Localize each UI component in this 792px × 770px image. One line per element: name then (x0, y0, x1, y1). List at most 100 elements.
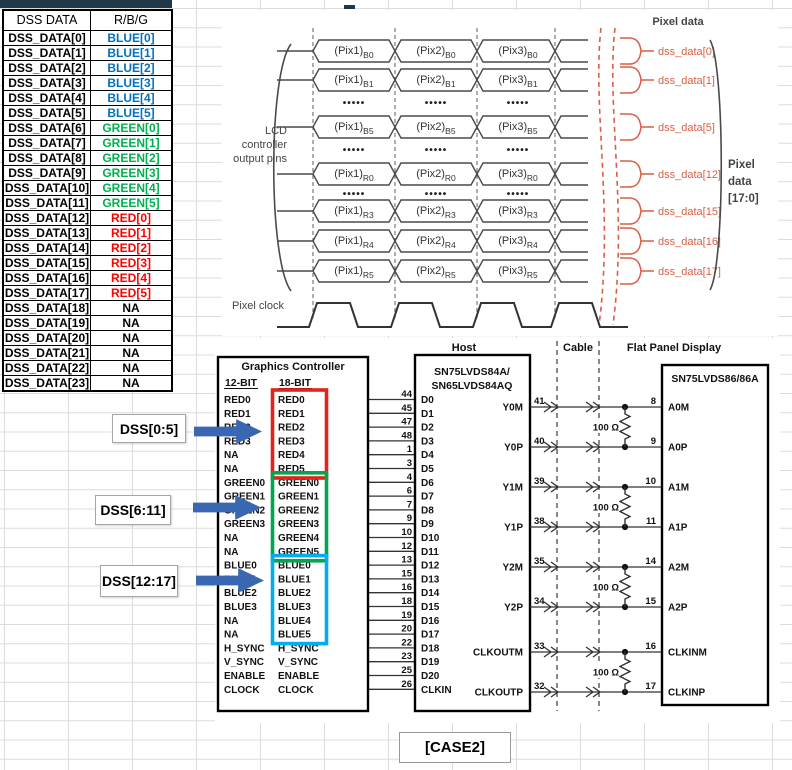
termination-resistor (618, 567, 632, 607)
wire-arrowhead-icon (550, 601, 560, 613)
rgb-map-cell[interactable]: BLUE[2] (90, 60, 173, 76)
rgb-map-cell[interactable]: BLUE[4] (90, 90, 173, 106)
display-input-pin-label: CLKINP (668, 688, 706, 699)
callout-dss-6-11[interactable]: DSS[6:11] (95, 495, 171, 525)
rgb-map-cell[interactable]: BLUE[3] (90, 75, 173, 91)
host-pin-number: 3 (407, 458, 412, 469)
rgb-map-cell[interactable]: NA (90, 345, 173, 361)
rgb-map-cell[interactable]: RED[5] (90, 285, 173, 301)
table-row: DSS_DATA[4] BLUE[4] (2, 90, 173, 106)
wire-arrowhead-icon (543, 441, 553, 453)
host-input-pin-label: D9 (421, 519, 434, 530)
rgb-map-cell[interactable]: BLUE[1] (90, 45, 173, 61)
table-row: DSS_DATA[16] RED[4] (2, 270, 173, 286)
rgb-map-cell[interactable]: GREEN[5] (90, 195, 173, 211)
rgb-map-cell[interactable]: BLUE[0] (90, 30, 173, 46)
dss-signal-cell[interactable]: DSS_DATA[0] (2, 30, 91, 46)
rgb-map-cell[interactable]: GREEN[2] (90, 150, 173, 166)
rgb-map-cell[interactable]: NA (90, 375, 173, 392)
dss-signal-cell[interactable]: DSS_DATA[7] (2, 135, 91, 151)
dss-signal-cell[interactable]: DSS_DATA[19] (2, 315, 91, 331)
callout-dss-0-5[interactable]: DSS[0:5] (112, 414, 186, 443)
dss-signal-cell[interactable]: DSS_DATA[22] (2, 360, 91, 376)
dss-signal-cell[interactable]: DSS_DATA[12] (2, 210, 91, 226)
dss-signal-cell[interactable]: DSS_DATA[1] (2, 45, 91, 61)
case-label-box[interactable]: [CASE2] (399, 732, 511, 763)
gc-18bit-pin-label: BLUE5 (278, 630, 311, 641)
dss-signal-cell[interactable]: DSS_DATA[2] (2, 60, 91, 76)
gc-18bit-pin-label: RED5 (278, 464, 305, 475)
dss-signal-cell[interactable]: DSS_DATA[4] (2, 90, 91, 106)
case-label-text: [CASE2] (424, 739, 485, 756)
rgb-map-cell[interactable]: RED[4] (90, 270, 173, 286)
gc-18bit-pin-label: RED4 (278, 450, 305, 461)
rgb-map-cell[interactable]: GREEN[1] (90, 135, 173, 151)
dss-signal-cell[interactable]: DSS_DATA[8] (2, 150, 91, 166)
rgb-map-cell[interactable]: RED[2] (90, 240, 173, 256)
wire-arrowhead-icon (585, 646, 595, 658)
host-input-pin-label: D16 (421, 616, 440, 627)
dss-signal-cell[interactable]: DSS_DATA[13] (2, 225, 91, 241)
bus-waveform-row: (Pix1)B0 (Pix2)B0 (Pix3)B0 dss_data[0] (277, 37, 715, 65)
dss-mapping-table[interactable]: DSS DATA R/B/G DSS_DATA[0] BLUE[0] DSS_DATA[… (2, 9, 173, 392)
dss-signal-cell[interactable]: DSS_DATA[17] (2, 285, 91, 301)
gc-12bit-pin-label: H_SYNC (224, 643, 265, 654)
dss-bus-bracket (620, 66, 654, 94)
dss-signal-cell[interactable]: DSS_DATA[14] (2, 240, 91, 256)
ellipsis-dots: ••••• (425, 98, 448, 109)
dss-bus-bracket (620, 197, 654, 225)
rgb-map-cell[interactable]: RED[0] (90, 210, 173, 226)
table-header-cell[interactable]: DSS DATA (2, 9, 91, 31)
gc-18bit-pin-label: RED0 (278, 395, 305, 406)
dss-signal-cell[interactable]: DSS_DATA[3] (2, 75, 91, 91)
pixel-data-bus-label: Pixel (728, 159, 755, 171)
dss-signal-cell[interactable]: DSS_DATA[18] (2, 300, 91, 316)
rgb-map-cell[interactable]: RED[3] (90, 255, 173, 271)
rgb-map-cell[interactable]: GREEN[3] (90, 165, 173, 181)
dss-signal-cell[interactable]: DSS_DATA[6] (2, 120, 91, 136)
rgb-map-cell[interactable]: NA (90, 330, 173, 346)
resistor-value-label: 100 Ω (593, 503, 619, 514)
display-chip-title: SN75LVDS86/86A (671, 373, 759, 385)
dss-signal-cell[interactable]: DSS_DATA[11] (2, 195, 91, 211)
gc-18bit-pin-label: RED2 (278, 423, 305, 434)
dss-signal-cell[interactable]: DSS_DATA[23] (2, 375, 91, 392)
host-output-pin-number: 33 (534, 641, 545, 652)
dss-signal-cell[interactable]: DSS_DATA[9] (2, 165, 91, 181)
wire-arrowhead-icon (592, 521, 602, 533)
gc-12bit-pin-label: BLUE2 (224, 588, 257, 599)
host-pin-number: 23 (401, 651, 412, 662)
wire-arrowhead-icon (550, 686, 560, 698)
rgb-map-cell[interactable]: GREEN[4] (90, 180, 173, 196)
rgb-map-cell[interactable]: GREEN[0] (90, 120, 173, 136)
rgb-map-cell[interactable]: BLUE[5] (90, 105, 173, 121)
wire-arrowhead-icon (592, 601, 602, 613)
host-input-pin-label: CLKIN (421, 685, 452, 696)
ellipsis-dots: ••••• (425, 145, 448, 156)
rgb-map-cell[interactable]: NA (90, 360, 173, 376)
dark-cell-fragment (344, 5, 355, 9)
dss-signal-cell[interactable]: DSS_DATA[10] (2, 180, 91, 196)
table-row: DSS_DATA[20] NA (2, 330, 173, 346)
rgb-map-cell[interactable]: RED[1] (90, 225, 173, 241)
host-input-pin-label: D11 (421, 547, 439, 558)
dss-signal-cell[interactable]: DSS_DATA[16] (2, 270, 91, 286)
dss-signal-cell[interactable]: DSS_DATA[5] (2, 105, 91, 121)
display-input-pin-label: CLKINM (668, 648, 707, 659)
dss-signal-cell[interactable]: DSS_DATA[21] (2, 345, 91, 361)
host-input-pin-label: D7 (421, 492, 434, 503)
dss-signal-cell[interactable]: DSS_DATA[15] (2, 255, 91, 271)
host-pin-number: 12 (401, 541, 412, 552)
host-input-pin-label: D2 (421, 423, 434, 434)
gc-12bit-pin-label: NA (224, 616, 238, 627)
dss-signal-cell[interactable]: DSS_DATA[20] (2, 330, 91, 346)
rgb-map-cell[interactable]: NA (90, 300, 173, 316)
rgb-map-cell[interactable]: NA (90, 315, 173, 331)
gc-18bit-pin-label: GREEN3 (278, 519, 320, 530)
callout-dss-12-17[interactable]: DSS[12:17] (100, 565, 178, 597)
host-pin-number: 10 (401, 527, 412, 538)
host-input-pin-label: D15 (421, 602, 440, 613)
table-header-cell[interactable]: R/B/G (90, 9, 173, 31)
termination-resistor (618, 487, 632, 527)
host-chip-title: SN75LVDS84A/ (434, 366, 510, 378)
